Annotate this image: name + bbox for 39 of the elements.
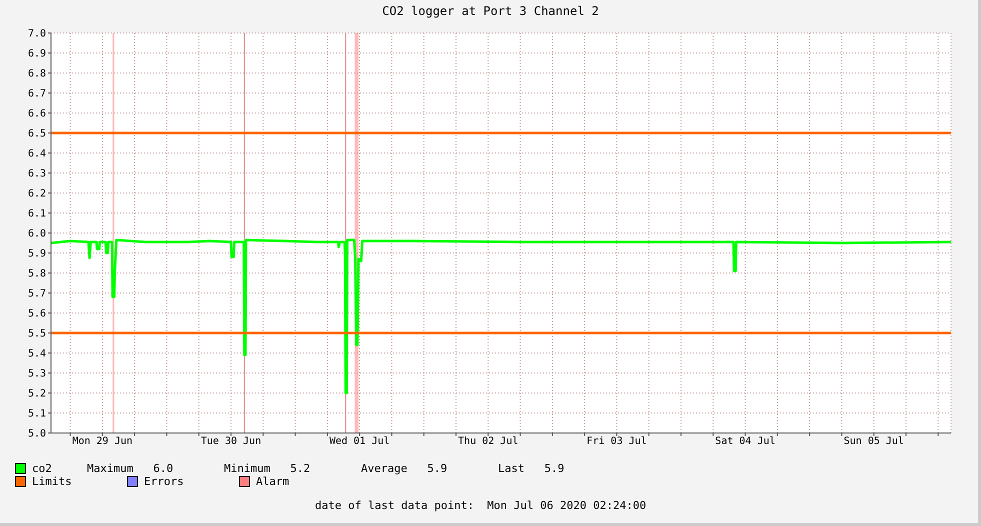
x-tick-label: Sun 05 Jul: [844, 436, 904, 448]
legend-label: Limits: [31, 475, 73, 488]
legend-label: Errors: [143, 475, 185, 488]
x-tick-label: Thu 02 Jul: [458, 436, 518, 448]
y-tick-label: 6.8: [28, 68, 46, 80]
y-tick-label: 5.8: [28, 268, 46, 280]
text: Minimum 5.2: [224, 462, 312, 475]
text: Average 5.9: [361, 462, 448, 475]
text: Maximum 6.0: [87, 462, 174, 475]
chart-title: CO2 logger at Port 3 Channel 2: [381, 4, 600, 18]
y-tick-label: 6.5: [28, 128, 46, 140]
y-tick-label: 5.7: [28, 288, 46, 300]
y-tick-label: 5.9: [28, 248, 46, 260]
y-tick-label: 6.3: [28, 168, 46, 180]
y-tick-label: 6.4: [28, 148, 46, 160]
legend-label: co2: [31, 462, 53, 475]
y-tick-label: 6.1: [28, 208, 46, 220]
x-tick-label: Fri 03 Jul: [586, 436, 647, 448]
y-tick-label: 5.0: [28, 428, 46, 440]
x-tick-label: Tue 30 Jun: [200, 436, 262, 448]
y-tick-label: 6.6: [28, 108, 46, 120]
y-tick-label: 6.7: [28, 88, 46, 100]
y-tick-label: 6.2: [28, 188, 46, 200]
y-tick-label: 5.2: [28, 388, 46, 400]
y-tick-label: 5.4: [28, 348, 46, 360]
text: Last 5.9: [498, 462, 566, 475]
y-tick-label: 6.0: [28, 228, 46, 240]
y-tick-label: 6.9: [28, 48, 46, 60]
x-tick-label: Sat 04 Jul: [715, 436, 776, 448]
x-tick-label: Mon 29 Jun: [72, 436, 133, 448]
y-tick-label: 5.6: [28, 308, 46, 320]
y-tick-label: 5.5: [28, 328, 46, 340]
x-tick-label: Wed 01 Jul: [329, 436, 390, 448]
y-tick-label: 5.1: [28, 408, 46, 420]
y-tick-label: 7.0: [28, 28, 46, 40]
legend-label: Alarm: [255, 475, 290, 488]
line-series: [51, 238, 951, 394]
text: date of last data point: Mon Jul 06 2020 02:24:00: [315, 499, 646, 512]
y-tick-label: 5.3: [28, 368, 46, 380]
